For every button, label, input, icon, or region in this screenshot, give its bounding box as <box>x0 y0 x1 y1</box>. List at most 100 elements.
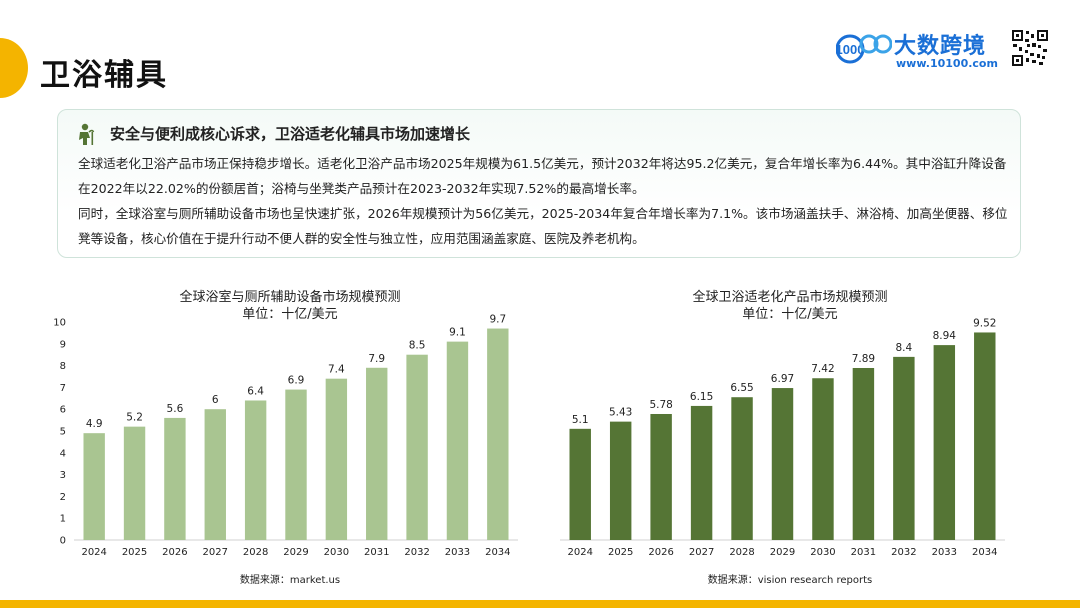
logo-website-url: www.10100.com <box>896 57 998 70</box>
data-label: 6.4 <box>247 385 264 397</box>
info-paragraph-2: 同时，全球浴室与厕所辅助设备市场也呈快速扩张，2026年规模预计为56亿美元，2… <box>78 206 1008 246</box>
y-tick-label: 9 <box>60 339 66 350</box>
data-label: 6.97 <box>771 373 794 385</box>
bar-2033 <box>933 345 956 540</box>
data-label: 6.55 <box>730 382 753 394</box>
logo-brand-name: 大数跨境 <box>894 34 987 59</box>
bar-2026 <box>650 413 672 540</box>
page-title: 卫浴辅具 <box>40 58 168 93</box>
x-tick-label: 2032 <box>891 547 916 558</box>
y-tick-label: 6 <box>60 405 66 416</box>
x-tick-label: 2026 <box>648 547 673 558</box>
bottom-accent-bar <box>0 600 1080 608</box>
data-label: 7.89 <box>852 353 875 365</box>
bar-2024 <box>83 433 105 540</box>
data-label: 6 <box>212 394 219 406</box>
x-tick-label: 2027 <box>203 547 228 558</box>
x-tick-label: 2030 <box>324 547 349 558</box>
y-tick-label: 7 <box>60 383 66 394</box>
chart-source: 数据来源：vision research reports <box>707 575 873 586</box>
x-tick-label: 2025 <box>608 547 633 558</box>
x-tick-label: 2028 <box>729 547 754 558</box>
y-tick-label: 10 <box>53 318 66 329</box>
qr-code-icon <box>1011 29 1049 67</box>
chart-subtitle: 单位：十亿/美元 <box>742 307 838 322</box>
data-label: 8.94 <box>933 330 957 342</box>
x-tick-label: 2024 <box>81 547 106 558</box>
data-label: 9.1 <box>449 327 466 339</box>
data-label: 7.42 <box>811 363 834 375</box>
y-tick-label: 2 <box>60 492 66 503</box>
y-tick-label: 8 <box>60 361 66 372</box>
bar-2027 <box>690 405 713 540</box>
x-tick-label: 2033 <box>932 547 957 558</box>
data-label: 9.7 <box>489 314 506 326</box>
info-paragraph-1: 全球适老化卫浴产品市场正保持稳步增长。适老化卫浴产品市场2025年规模为61.5… <box>78 156 1007 196</box>
data-label: 7.9 <box>368 353 385 365</box>
bar-chart-plot: 5.1 2024 5.43 2025 5.78 2026 6.15 2027 6.55 2028 6… <box>560 317 1005 558</box>
bar-2025 <box>123 426 146 540</box>
bar-2034 <box>974 332 996 540</box>
brand-logo: 1000 大数跨境 www.10100.com <box>836 26 998 72</box>
bar-chart-plot: 0 1 2 3 4 5 6 7 8 9 10 4.9 2024 5.2 2025 5.6 2026 6 2027 6.… <box>53 314 518 558</box>
info-panel: 安全与便利成核心诉求，卫浴适老化辅具市场加速增长 全球适老化卫浴产品市场正保持稳… <box>57 109 1021 258</box>
x-tick-label: 2028 <box>243 547 268 558</box>
bar-2031 <box>852 367 875 540</box>
data-label: 6.9 <box>288 375 305 387</box>
data-label: 5.78 <box>649 399 672 411</box>
chart-aging-bathroom-products: 全球卫浴适老化产品市场规模预测 单位：十亿/美元 5.1 2024 5.43 2025… <box>540 282 1040 586</box>
data-label: 8.4 <box>896 342 913 354</box>
elderly-person-icon <box>79 123 95 145</box>
x-tick-label: 2032 <box>404 547 429 558</box>
data-label: 5.6 <box>167 403 184 415</box>
data-label: 9.52 <box>973 317 996 329</box>
data-label: 6.15 <box>690 391 713 403</box>
bar-2028 <box>731 397 753 540</box>
y-tick-label: 4 <box>60 448 66 459</box>
x-tick-label: 2034 <box>485 547 510 558</box>
chart-title: 全球卫浴适老化产品市场规模预测 <box>692 290 888 305</box>
chart-source: 数据来源：market.us <box>239 575 341 586</box>
bar-2034 <box>487 328 509 540</box>
data-label: 5.2 <box>126 412 143 424</box>
x-tick-label: 2027 <box>689 547 714 558</box>
y-tick-label: 3 <box>60 470 66 481</box>
x-tick-label: 2025 <box>122 547 147 558</box>
bar-2027 <box>204 409 226 540</box>
bar-2028 <box>244 400 267 540</box>
chart-bathroom-toilet-aids: 全球浴室与厕所辅助设备市场规模预测 单位：十亿/美元 0 1 2 3 4 5 6 7 8 9 10 4… <box>40 282 540 586</box>
x-tick-label: 2026 <box>162 547 187 558</box>
y-tick-label: 0 <box>60 536 66 547</box>
x-tick-label: 2031 <box>851 547 876 558</box>
bar-2032 <box>893 356 915 540</box>
bar-2031 <box>366 367 388 540</box>
logo-mark-icon: 1000 <box>836 34 892 64</box>
y-tick-label: 1 <box>60 514 66 525</box>
data-label: 8.5 <box>409 340 426 352</box>
x-tick-label: 2029 <box>283 547 308 558</box>
bar-2029 <box>771 388 794 540</box>
x-tick-label: 2029 <box>770 547 795 558</box>
bar-2032 <box>406 354 428 540</box>
bar-2030 <box>812 378 834 540</box>
bar-2025 <box>609 421 632 540</box>
chart-title: 全球浴室与厕所辅助设备市场规模预测 <box>179 290 401 305</box>
bar-2026 <box>164 417 186 540</box>
data-label: 5.43 <box>609 407 632 419</box>
y-tick-label: 5 <box>60 427 66 438</box>
x-tick-label: 2031 <box>364 547 389 558</box>
chart-subtitle: 单位：十亿/美元 <box>242 307 338 322</box>
data-label: 5.1 <box>572 414 589 426</box>
x-tick-label: 2030 <box>810 547 835 558</box>
logo-mark-text: 1000 <box>836 42 864 57</box>
accent-circle-decoration <box>0 38 28 98</box>
bar-2024 <box>569 428 591 540</box>
bar-2030 <box>325 378 348 540</box>
data-label: 4.9 <box>86 418 103 430</box>
x-tick-label: 2034 <box>972 547 997 558</box>
info-heading: 安全与便利成核心诉求，卫浴适老化辅具市场加速增长 <box>110 125 471 143</box>
x-tick-label: 2024 <box>568 547 593 558</box>
x-tick-label: 2033 <box>445 547 470 558</box>
data-label: 7.4 <box>328 364 345 376</box>
bar-2029 <box>285 389 307 540</box>
